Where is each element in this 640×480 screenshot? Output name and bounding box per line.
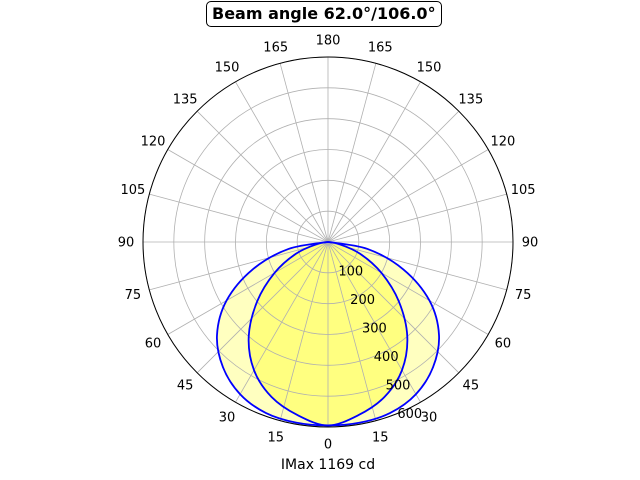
angle-tick-label: 120 — [491, 135, 516, 150]
angle-tick-label: 30 — [219, 410, 236, 425]
radial-tick-label: 300 — [362, 321, 387, 336]
angular-gridline — [149, 241, 329, 291]
angle-tick-label: 165 — [263, 40, 288, 55]
angle-tick-label: 180 — [316, 34, 341, 49]
angle-tick-label: 15 — [372, 431, 389, 446]
angle-tick-label: 60 — [495, 337, 512, 352]
x-axis-label: IMax 1169 cd — [280, 457, 376, 473]
radial-tick-label: 500 — [386, 378, 411, 393]
angle-tick-label: 45 — [463, 378, 480, 393]
radial-tick-label: 200 — [350, 293, 375, 308]
angle-tick-label: 45 — [177, 378, 194, 393]
angular-gridline — [149, 193, 329, 243]
angular-gridline — [327, 110, 460, 243]
angle-tick-label: 15 — [267, 431, 284, 446]
angular-gridline — [327, 241, 377, 421]
angular-gridline — [167, 241, 329, 335]
radial-tick-label: 400 — [374, 350, 399, 365]
angular-gridline — [235, 241, 329, 403]
angle-tick-label: 30 — [421, 410, 438, 425]
angular-gridline — [279, 63, 329, 243]
angular-gridline — [327, 193, 507, 243]
radial-tick-label: 600 — [397, 407, 422, 422]
angular-gridline — [327, 81, 421, 243]
series-line — [216, 241, 440, 427]
angle-tick-label: 150 — [215, 61, 240, 76]
radial-tick-label: 100 — [338, 264, 363, 279]
angular-gridline — [279, 241, 329, 421]
angular-gridline — [235, 81, 329, 243]
angle-tick-label: 60 — [145, 337, 162, 352]
chart-title: Beam angle 62.0°/106.0° — [206, 1, 442, 27]
angular-gridline — [196, 110, 329, 243]
angle-tick-label: 75 — [515, 288, 532, 303]
angle-tick-label: 135 — [173, 93, 198, 108]
angle-tick-label: 135 — [458, 93, 483, 108]
angle-tick-label: 120 — [141, 135, 166, 150]
angular-gridline — [327, 241, 421, 403]
angle-tick-label: 75 — [125, 288, 142, 303]
angular-gridline — [327, 241, 507, 291]
angular-gridline — [327, 241, 489, 335]
angle-tick-label: 90 — [118, 236, 135, 251]
angle-tick-label: 165 — [368, 40, 393, 55]
angle-tick-labels: 0 15 30 45 60 75 90 105 120 135 150 165 180 165 150 135… — [118, 34, 539, 453]
polar-frame — [142, 56, 514, 428]
angular-gridline — [167, 149, 329, 243]
angle-tick-label: 0 — [324, 438, 332, 453]
series-lines — [216, 241, 440, 427]
angle-tick-label: 90 — [522, 236, 539, 251]
angular-gridline — [327, 63, 377, 243]
angle-tick-label: 105 — [120, 183, 145, 198]
angle-tick-label: 150 — [417, 61, 442, 76]
angular-gridline — [327, 149, 489, 243]
radial-tick-labels: 100 200 300 400 500 600 — [338, 264, 422, 421]
angle-tick-label: 105 — [511, 183, 536, 198]
